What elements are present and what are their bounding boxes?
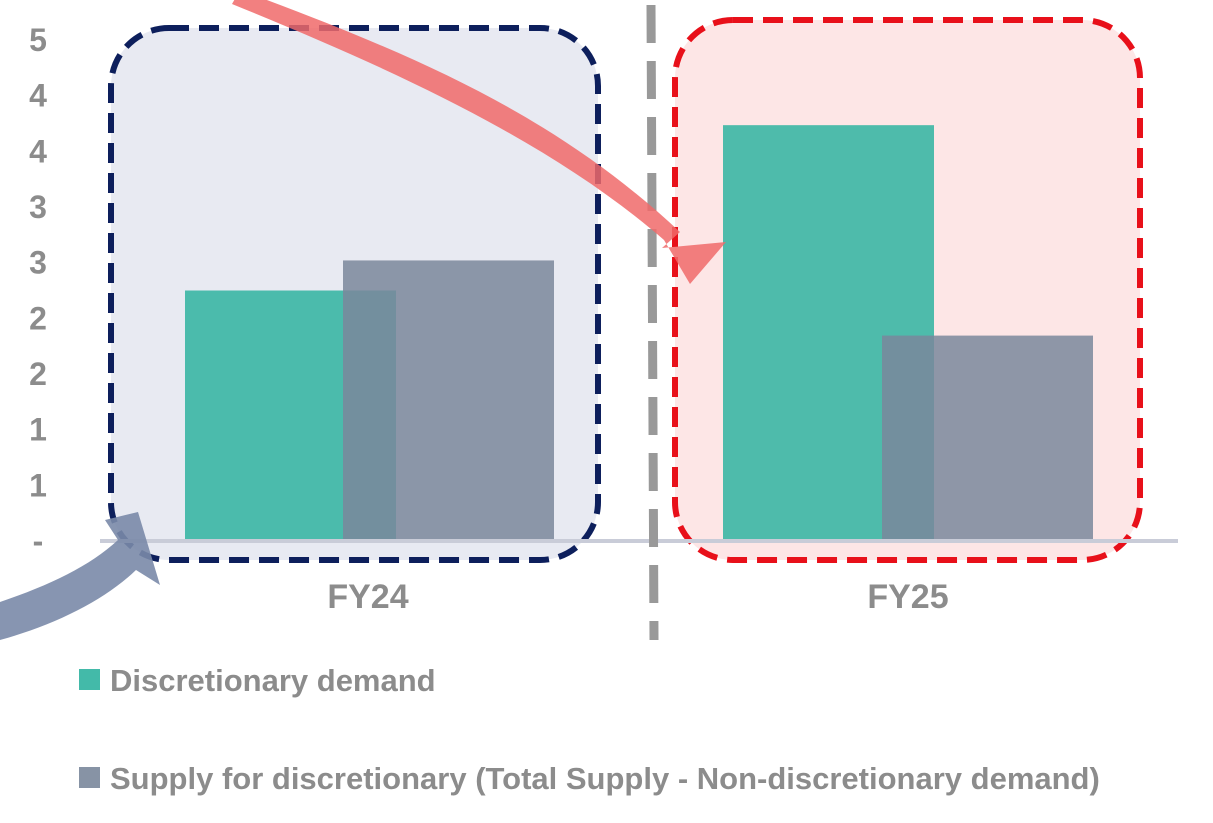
y-tick-label: 4: [29, 133, 47, 169]
legend: Discretionary demand Supply for discretio…: [79, 663, 1100, 796]
bar-fy24-series-2: [343, 260, 554, 541]
legend-label-1: Discretionary demand: [110, 663, 436, 698]
arrows: [0, 0, 726, 640]
red-arrow: [232, 0, 726, 284]
x-category-labels: FY24 FY25: [327, 578, 948, 616]
blue-arrow: [0, 512, 160, 640]
legend-label-2: Supply for discretionary (Total Supply -…: [110, 761, 1100, 796]
y-tick-label: 2: [29, 356, 47, 392]
y-tick-label: 1: [29, 412, 47, 448]
y-tick-labels: - 1 1 2 2 3 3 4 4 5: [29, 22, 47, 559]
bar-fy25-series-2: [882, 335, 1093, 541]
bars: [185, 125, 1093, 542]
y-tick-label: 3: [29, 189, 47, 225]
y-tick-label: -: [33, 523, 44, 559]
y-tick-label: 3: [29, 245, 47, 281]
period-divider: [646, 4, 659, 641]
y-tick-label: 5: [29, 22, 47, 58]
y-tick-label: 1: [29, 467, 47, 503]
legend-swatch-2: [79, 767, 100, 788]
legend-swatch-1: [79, 669, 100, 690]
y-tick-label: 2: [29, 300, 47, 336]
y-tick-label: 4: [29, 78, 47, 114]
x-category-label: FY25: [867, 578, 948, 616]
x-category-label: FY24: [327, 578, 408, 616]
